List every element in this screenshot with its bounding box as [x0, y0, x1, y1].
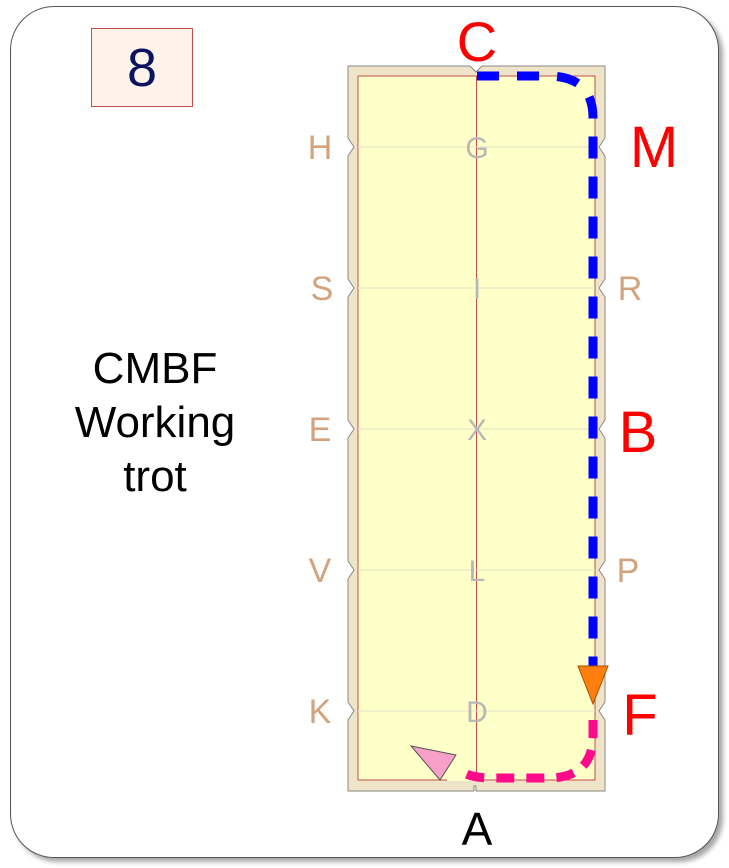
letter-X: X	[467, 414, 487, 447]
letter-S: S	[311, 270, 334, 308]
test-number: 8	[126, 37, 158, 98]
letter-P: P	[617, 552, 640, 590]
movement-line-3: trot	[123, 452, 187, 501]
arrow-start-marker	[409, 745, 457, 781]
movement-line-1: CMBF	[92, 344, 218, 393]
entry-gap	[447, 775, 474, 781]
letter-K: K	[309, 693, 332, 731]
movement-line-2: Working	[74, 398, 236, 447]
letter-R: R	[618, 270, 643, 308]
letter-B: B	[619, 400, 658, 465]
letter-L: L	[469, 555, 486, 588]
letter-A: A	[462, 803, 493, 855]
letter-M: M	[630, 115, 678, 180]
path-continuation	[454, 720, 598, 783]
letter-E: E	[309, 411, 332, 449]
movement-description: CMBF Working trot	[40, 342, 270, 504]
letter-C: C	[457, 10, 497, 73]
letter-D: D	[466, 696, 488, 729]
letter-V: V	[309, 552, 332, 590]
letter-H: H	[308, 129, 333, 167]
test-number-box: 8	[91, 28, 193, 107]
letter-F: F	[622, 683, 657, 748]
letter-G: G	[465, 132, 488, 165]
marker-lines	[358, 146, 595, 712]
path-working-trot	[477, 71, 598, 668]
arrow-end-marker	[577, 665, 609, 706]
letter-I: I	[473, 273, 481, 306]
